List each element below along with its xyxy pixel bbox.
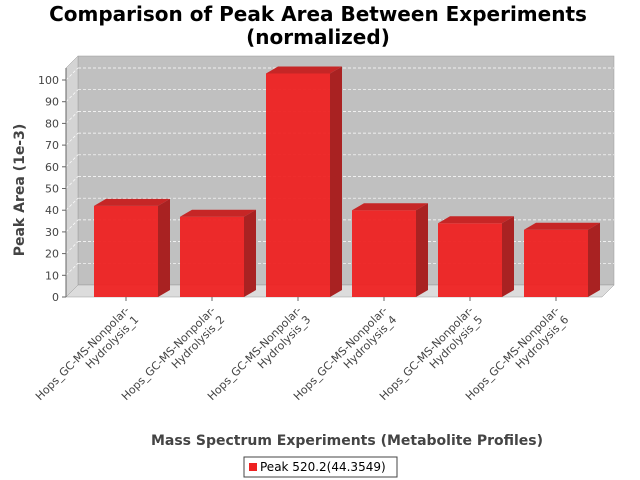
y-tick-label: 90 [45, 96, 59, 109]
bar-front [180, 216, 244, 297]
bar [266, 66, 342, 298]
bars [94, 66, 600, 298]
y-tick-label: 40 [45, 204, 59, 217]
bar-front [438, 223, 502, 297]
legend-box [243, 456, 398, 478]
y-tick-label: 50 [45, 183, 59, 196]
bar-side [244, 209, 256, 297]
y-tick-label: 30 [45, 226, 59, 239]
legend: Peak 520.2(44.3549) [243, 456, 398, 478]
bar-side [502, 216, 514, 297]
bar-front [94, 205, 158, 297]
gridline-side [65, 132, 79, 146]
bar-side [158, 198, 170, 297]
x-axis-label: Mass Spectrum Experiments (Metabolite Pr… [151, 433, 543, 449]
chart-title: Comparison of Peak Area Between Experime… [49, 2, 587, 26]
y-axis: 0 10 20 30 40 50 60 70 80 90 100 [38, 68, 67, 304]
bar-front [266, 73, 330, 298]
bar [352, 203, 428, 297]
bar [180, 209, 256, 297]
x-axis: Hops_GC-MS-Nonpolar-Hydrolysis_1Hops_GC-… [33, 297, 571, 403]
y-axis-label: Peak Area (1e-3) [12, 124, 28, 257]
y-tick-label: 20 [45, 248, 59, 261]
bar-top [352, 203, 428, 211]
bar-top [180, 209, 256, 217]
y-tick-label: 10 [45, 269, 59, 282]
bar [524, 222, 600, 297]
bar [438, 216, 514, 297]
bar-side [330, 66, 342, 298]
gridline-side [65, 263, 79, 276]
y-tick-label: 100 [38, 74, 59, 87]
gridline-side [65, 241, 79, 254]
bar-side [588, 222, 600, 297]
bar [94, 198, 170, 297]
gridline-side [65, 176, 79, 189]
gridline-side [65, 154, 79, 168]
bar-top [524, 222, 600, 230]
gridline-side [65, 111, 79, 124]
x-tick-label-line: Hops_GC-MS-Nonpolar- [33, 304, 132, 403]
legend-swatch [249, 463, 257, 471]
bar-front [524, 229, 588, 297]
plot-left-wall [65, 55, 79, 298]
bar-front [352, 210, 416, 297]
gridline-side [65, 67, 79, 81]
y-tick-label: 60 [45, 161, 59, 174]
bar-side [416, 203, 428, 297]
gridline-side [65, 197, 79, 211]
y-tick-label: 70 [45, 139, 59, 152]
legend-label: Peak 520.2(44.3549) [260, 460, 386, 474]
gridline-side [65, 89, 79, 102]
y-tick-label: 0 [52, 291, 59, 304]
chart-subtitle: (normalized) [246, 25, 390, 49]
bar-top [94, 198, 170, 206]
y-tick-label: 80 [45, 117, 59, 130]
gridline-side [65, 219, 79, 233]
bar-top [266, 66, 342, 74]
bar-top [438, 216, 514, 224]
